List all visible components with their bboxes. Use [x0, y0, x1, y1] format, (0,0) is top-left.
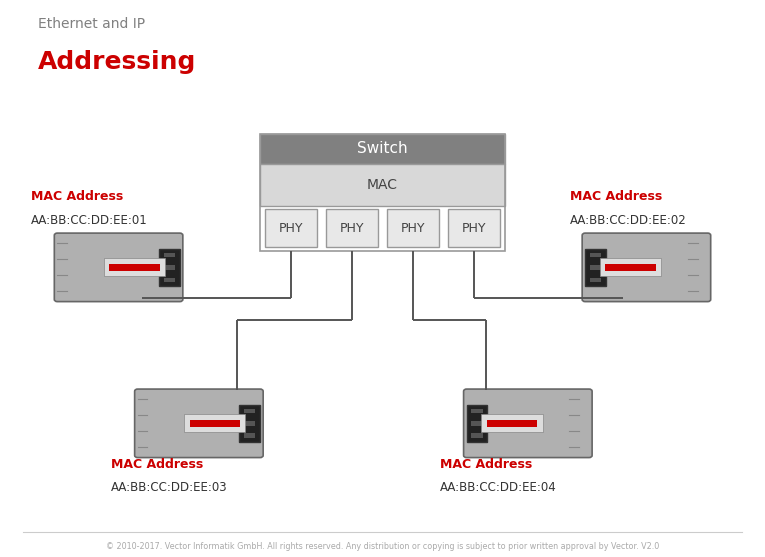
FancyBboxPatch shape: [260, 164, 505, 206]
FancyBboxPatch shape: [471, 409, 483, 413]
Text: PHY: PHY: [401, 222, 425, 235]
Text: Addressing: Addressing: [38, 50, 197, 74]
FancyBboxPatch shape: [387, 209, 439, 247]
FancyBboxPatch shape: [487, 420, 537, 427]
Text: PHY: PHY: [278, 222, 303, 235]
FancyBboxPatch shape: [109, 264, 160, 271]
FancyBboxPatch shape: [326, 209, 378, 247]
Text: PHY: PHY: [340, 222, 364, 235]
FancyBboxPatch shape: [471, 433, 483, 438]
FancyBboxPatch shape: [590, 253, 601, 257]
FancyBboxPatch shape: [585, 249, 606, 286]
FancyBboxPatch shape: [54, 233, 183, 302]
FancyBboxPatch shape: [590, 265, 601, 270]
FancyBboxPatch shape: [135, 389, 263, 458]
Text: Ethernet and IP: Ethernet and IP: [38, 17, 145, 31]
FancyBboxPatch shape: [481, 414, 542, 432]
FancyBboxPatch shape: [467, 405, 487, 442]
Text: MAC Address: MAC Address: [111, 458, 203, 471]
FancyBboxPatch shape: [184, 414, 246, 432]
Text: Switch: Switch: [357, 141, 408, 157]
FancyBboxPatch shape: [590, 277, 601, 282]
Text: MAC Address: MAC Address: [570, 190, 662, 203]
FancyBboxPatch shape: [164, 265, 175, 270]
FancyBboxPatch shape: [244, 433, 256, 438]
Text: © 2010-2017. Vector Informatik GmbH. All rights reserved. Any distribution or co: © 2010-2017. Vector Informatik GmbH. All…: [106, 543, 659, 551]
FancyBboxPatch shape: [605, 264, 656, 271]
Text: MAC Address: MAC Address: [31, 190, 123, 203]
FancyBboxPatch shape: [260, 134, 505, 164]
FancyBboxPatch shape: [104, 258, 165, 276]
FancyBboxPatch shape: [244, 409, 256, 413]
Text: AA:BB:CC:DD:EE:04: AA:BB:CC:DD:EE:04: [440, 481, 557, 494]
Text: PHY: PHY: [462, 222, 487, 235]
Text: MAC Address: MAC Address: [440, 458, 532, 471]
FancyBboxPatch shape: [471, 421, 483, 426]
Text: AA:BB:CC:DD:EE:01: AA:BB:CC:DD:EE:01: [31, 214, 148, 227]
FancyBboxPatch shape: [164, 253, 175, 257]
FancyBboxPatch shape: [448, 209, 500, 247]
Text: MAC: MAC: [367, 178, 398, 192]
FancyBboxPatch shape: [159, 249, 180, 286]
FancyBboxPatch shape: [600, 258, 661, 276]
FancyBboxPatch shape: [164, 277, 175, 282]
FancyBboxPatch shape: [244, 421, 256, 426]
FancyBboxPatch shape: [239, 405, 260, 442]
Text: AA:BB:CC:DD:EE:02: AA:BB:CC:DD:EE:02: [570, 214, 687, 227]
FancyBboxPatch shape: [265, 209, 317, 247]
FancyBboxPatch shape: [190, 420, 240, 427]
Text: AA:BB:CC:DD:EE:03: AA:BB:CC:DD:EE:03: [111, 481, 227, 494]
FancyBboxPatch shape: [464, 389, 592, 458]
FancyBboxPatch shape: [582, 233, 711, 302]
